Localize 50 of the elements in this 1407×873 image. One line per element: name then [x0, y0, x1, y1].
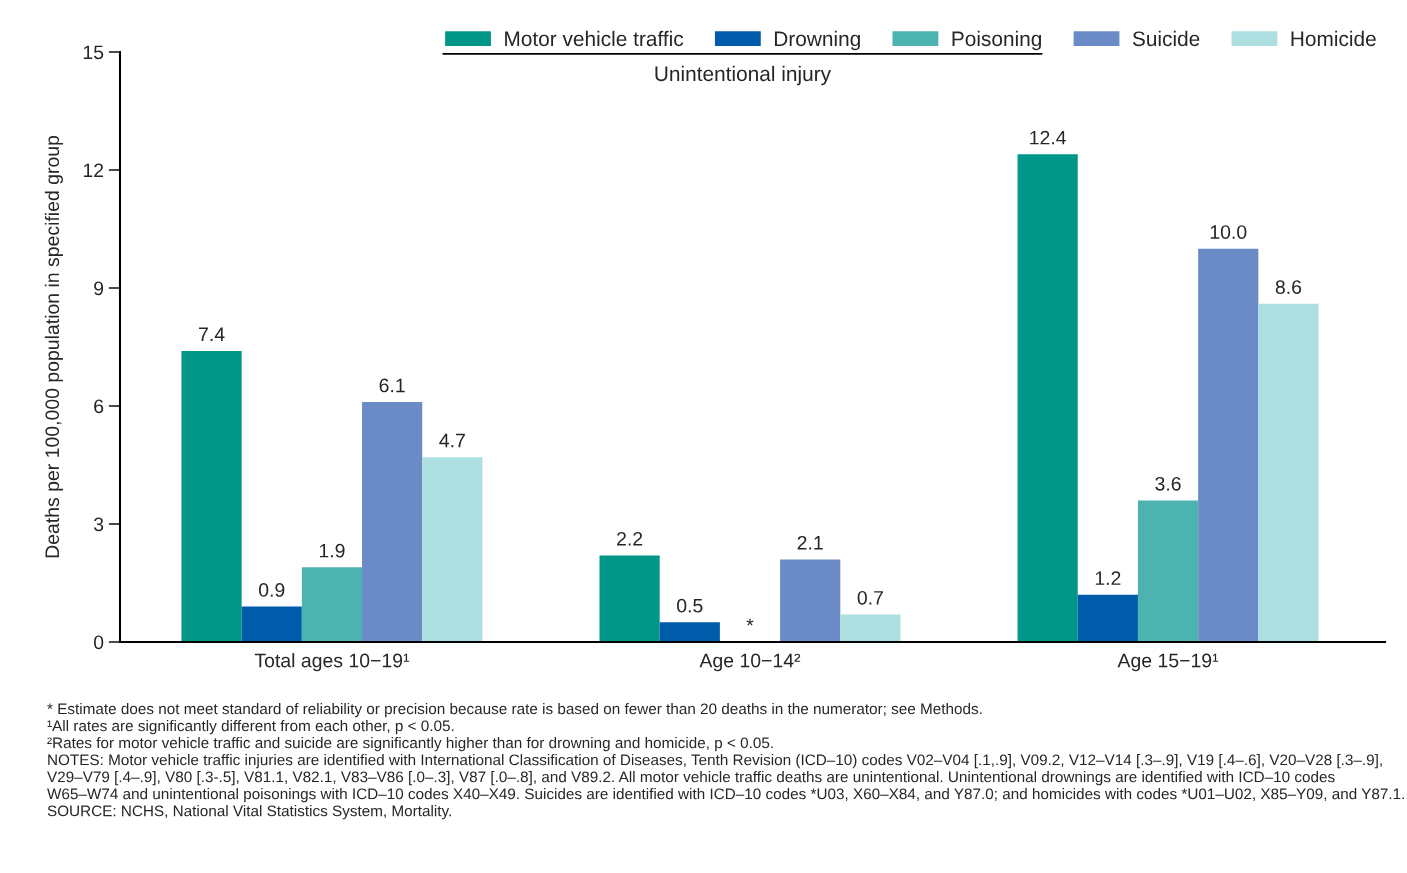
x-tick-label: Age 15−19¹ — [1117, 653, 1219, 672]
data-label: 0.9 — [259, 583, 285, 597]
data-label: 0.5 — [677, 598, 703, 613]
y-tick-label: 12 — [83, 163, 104, 178]
data-label: 6.1 — [379, 378, 405, 393]
y-tick-label: 9 — [94, 281, 104, 296]
data-label: 0.7 — [857, 590, 883, 605]
bar — [362, 402, 423, 642]
text: ¹All rates are significantly different from each other, p < 0.05. — [47, 720, 454, 735]
data-label: 1.2 — [1095, 571, 1121, 585]
data-label: 7.4 — [199, 327, 225, 341]
x-tick-label: Total ages 10−19¹ — [254, 653, 410, 672]
legend-label: Suicide — [1132, 30, 1200, 47]
y-tick-label: 6 — [94, 399, 104, 414]
bar — [301, 567, 363, 642]
text: ²Rates for motor vehicle traffic and suicide are significantly higher than for drowning and homicide, p < 0.05. — [47, 737, 773, 752]
annotation: Unintentional injury — [655, 65, 831, 86]
legend-label: Poisoning — [952, 30, 1042, 51]
data-label: 8.6 — [1275, 280, 1302, 294]
bar — [422, 457, 483, 642]
data-label: 2.2 — [617, 531, 643, 546]
data-label: 4.7 — [439, 433, 465, 448]
bar — [181, 350, 242, 642]
x-tick-label: Age 10−14² — [699, 653, 801, 672]
bar — [599, 555, 660, 642]
data-label: 2.1 — [797, 535, 823, 550]
bar — [659, 622, 720, 642]
text: NOTES: Motor vehicle traffic injuries are identified with International Classification of Diseases, Tenth Revision (ICD–10) codes V02–V04 [.1,.9], V09.2, V12–V14 [.3–.9], V19 [.4–.6], V20–V28 [.3–.9], V29–V79 [.4–.9], V80 [.3-.5], V81.1, V82.1, V83–V86 [.0–.3], V87 [.0–.8], and V89.2. All motor vehicle traffic deaths are unintentional. Unintentional drownings are identified with ICD–10 codes W65–W74 and unintentional poisonings with ICD–10 codes X40–X49. Suicides are identified with ICD–10 codes *U03, X60–X84, and Y87.0; and homicides with codes *U01–U02, X85–Y09, and Y87.1. — [47, 754, 1404, 803]
bar — [1077, 594, 1138, 642]
data-label: 10.0 — [1210, 225, 1247, 239]
text: * Estimate does not meet standard of reliability or precision because rate is based on fewer than 20 deaths in the numerator; see Methods. — [47, 703, 982, 718]
bar — [241, 606, 302, 642]
legend-label: Motor vehicle traffic — [505, 30, 684, 47]
y-axis-title: Deaths per 100,000 population in specified group — [44, 135, 63, 558]
bar — [780, 559, 841, 642]
bar — [1017, 154, 1078, 642]
data-label: 12.4 — [1030, 130, 1066, 145]
bar — [840, 614, 901, 642]
y-tick-label: 15 — [83, 45, 104, 60]
legend-label: Drowning — [774, 30, 860, 51]
source-note: SOURCE: NCHS, National Vital Statistics System, Mortality. — [47, 805, 451, 820]
y-tick-label: 3 — [93, 517, 104, 532]
bar — [1198, 248, 1259, 642]
data-label: 3.6 — [1155, 476, 1181, 491]
legend-label: Homicide — [1291, 30, 1376, 47]
text: * — [746, 618, 754, 626]
data-label: 1.9 — [319, 543, 345, 558]
bar — [1258, 303, 1319, 642]
y-tick-label: 0 — [93, 635, 104, 650]
bar — [1137, 500, 1199, 642]
